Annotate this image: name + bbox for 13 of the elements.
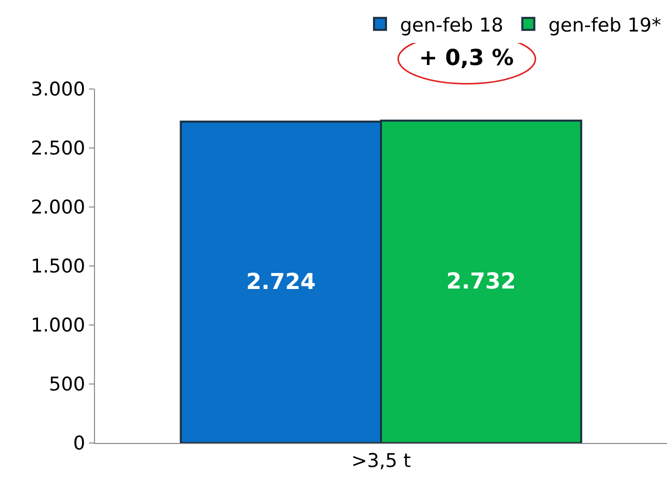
legend-label: gen-feb 18 xyxy=(400,14,504,36)
y-tick-label: 3.000 xyxy=(30,78,86,101)
y-tick-label: 1.000 xyxy=(30,314,86,337)
y-tick-label: 500 xyxy=(48,374,86,396)
legend-label: gen-feb 19* xyxy=(548,14,662,36)
x-tick-label: >3,5 t xyxy=(351,450,411,472)
y-tick-label: 0 xyxy=(73,432,86,455)
y-tick-label: 2.000 xyxy=(30,196,86,219)
y-tick-label: 2.500 xyxy=(30,138,86,160)
data-label: 2.732 xyxy=(446,269,516,294)
data-label: 2.724 xyxy=(246,270,316,295)
y-tick-label: 1.500 xyxy=(30,256,86,278)
text: + 0,3 % xyxy=(419,46,514,71)
